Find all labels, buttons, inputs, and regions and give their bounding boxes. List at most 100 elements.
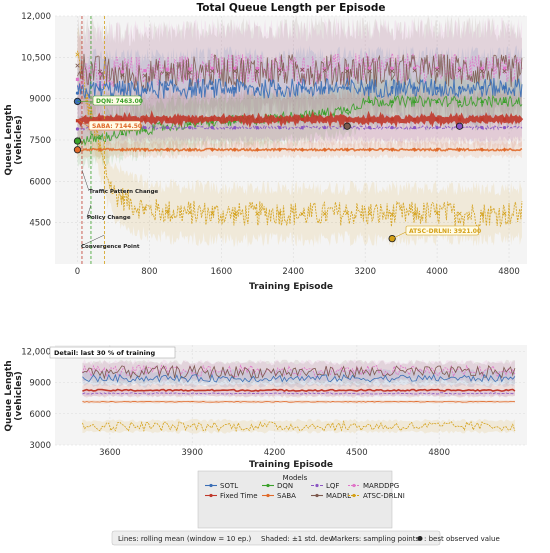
marker-fixed-time [390,117,394,121]
marker-fixed-time [255,117,259,121]
marker-saba [277,147,282,152]
marker-dqn [480,99,485,104]
y-tick-label: 4500 [29,219,51,229]
marker-madrl [232,69,237,74]
legend-marker-atsc-drlni [352,493,356,498]
main-y-ticks: 4500 6000 7500 9000 10,500 12,000 [21,12,51,229]
marker-marddpg [345,66,349,70]
marker-saba [457,147,462,152]
marker-madrl [120,73,125,78]
main-y-label-line2: (vehicles) [14,115,24,165]
detail-line-fixed-time [82,388,516,393]
x-tick-label: 4200 [264,448,286,458]
marker-dqn [300,113,305,118]
marker-atsc-drlni [187,210,192,215]
marker-madrl [345,69,350,74]
main-annotations: DQN: 7463.00 SABA: 7144.50 ATSC-DRLNI: 392… [77,95,481,250]
legend-label-atsc-drlni: ATSC-DRLNI [363,492,405,500]
marker-sotl [390,86,394,90]
footnote-lines: Lines: rolling mean (window = 10 ep.) [118,535,252,543]
detail-band-lqf [82,390,515,397]
legend-marker-fixed-time [209,493,213,498]
marker-sotl [120,88,125,92]
main-x-label: Training Episode [249,282,333,292]
marker-saba [479,147,485,152]
x-tick-label: 4000 [426,267,448,277]
marker-dqn [142,127,147,132]
y-tick-label: 7500 [29,136,51,146]
best-value-marker [343,122,351,130]
marker-saba [120,147,125,152]
marker-fixed-time [368,117,372,121]
marker-dqn [457,99,462,104]
marker-madrl [322,68,327,73]
detail-line-atsc-drlni [82,420,516,433]
x-tick-label: 3600 [99,448,121,458]
best-value-marker [455,122,464,130]
marker-madrl [435,67,440,72]
marker-marddpg [457,66,462,70]
marker-marddpg [435,66,439,70]
detail-y-ticks: 3000 6000 9000 12,000 [21,347,51,451]
marker-atsc-drlni [232,212,237,217]
marker-lqf [188,126,192,130]
marker-sotl [255,87,259,91]
marker-marddpg [480,66,484,70]
legend-box [197,470,393,529]
marker-marddpg [390,66,394,70]
marker-sotl [435,86,439,90]
marker-sotl [480,86,484,90]
legend-title: Models [283,474,308,482]
marker-fixed-time [233,117,237,121]
legend-marker-saba [266,493,270,498]
marker-lqf [210,126,214,130]
marker-sotl [457,86,462,90]
marker-sotl [98,87,102,91]
detail-band-marddpg [82,359,515,383]
marker-dqn [97,135,102,140]
marker-lqf [300,126,304,130]
marker-fixed-time [413,117,417,121]
series-line-dqn [77,94,523,147]
marker-atsc-drlni [479,212,485,217]
legend-label-marddpg: MARDDPG [363,482,399,490]
marker-marddpg [233,66,237,70]
marker-fixed-time [502,117,507,121]
marker-saba [187,147,193,152]
legend-items: SOTL Fixed Time DQN SABA LQF MADRL MARDDPG ATSC… [205,482,405,500]
marker-saba [389,147,395,152]
main-markers [73,16,507,264]
marker-madrl [479,69,485,74]
marker-lqf [413,126,417,130]
x-tick-label: 3200 [354,267,376,277]
marker-fixed-time [188,117,192,121]
legend-label-lqf: LQF [326,482,339,490]
marker-madrl [75,63,80,68]
best-value-marker [73,146,82,154]
marker-sotl [413,86,417,90]
legend-marker-madrl [315,493,319,498]
marker-fixed-time [435,117,439,121]
marker-dqn [187,121,192,126]
policy-change-annotation-text: Policy Change [87,215,131,221]
marker-madrl [457,68,462,73]
marker-lqf [233,126,237,130]
marker-madrl [97,69,103,74]
marker-saba [322,147,327,152]
std-band-atsc-drlni [77,26,522,248]
marker-atsc-drlni [435,210,440,216]
marker-lqf [165,126,169,130]
marker-dqn [390,99,395,104]
detail-y-label-line2: (vehicles) [14,371,24,421]
convergence-annotation-arrow [80,234,105,247]
saba-annotation-box [88,120,141,131]
marker-saba [367,147,372,152]
saba-annotation-text: SABA: 7144.50 [92,123,142,130]
footnote-shaded: Shaded: ±1 std. dev. [261,535,334,543]
footnote-box [111,530,441,546]
detail-line-sotl [82,373,516,384]
marker-fixed-time [210,117,214,121]
marker-marddpg [120,70,125,74]
marker-saba [210,147,215,152]
